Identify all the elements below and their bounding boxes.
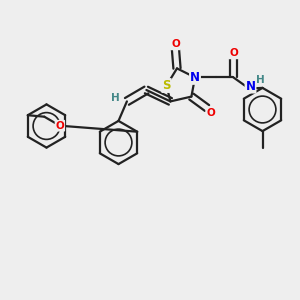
Text: O: O: [56, 121, 64, 131]
Text: O: O: [229, 48, 238, 59]
Text: H: H: [111, 93, 120, 103]
Text: N: N: [190, 71, 200, 84]
Text: S: S: [162, 79, 171, 92]
Text: N: N: [245, 80, 256, 93]
Text: H: H: [256, 75, 265, 85]
Text: O: O: [206, 108, 215, 118]
Text: O: O: [171, 39, 180, 50]
